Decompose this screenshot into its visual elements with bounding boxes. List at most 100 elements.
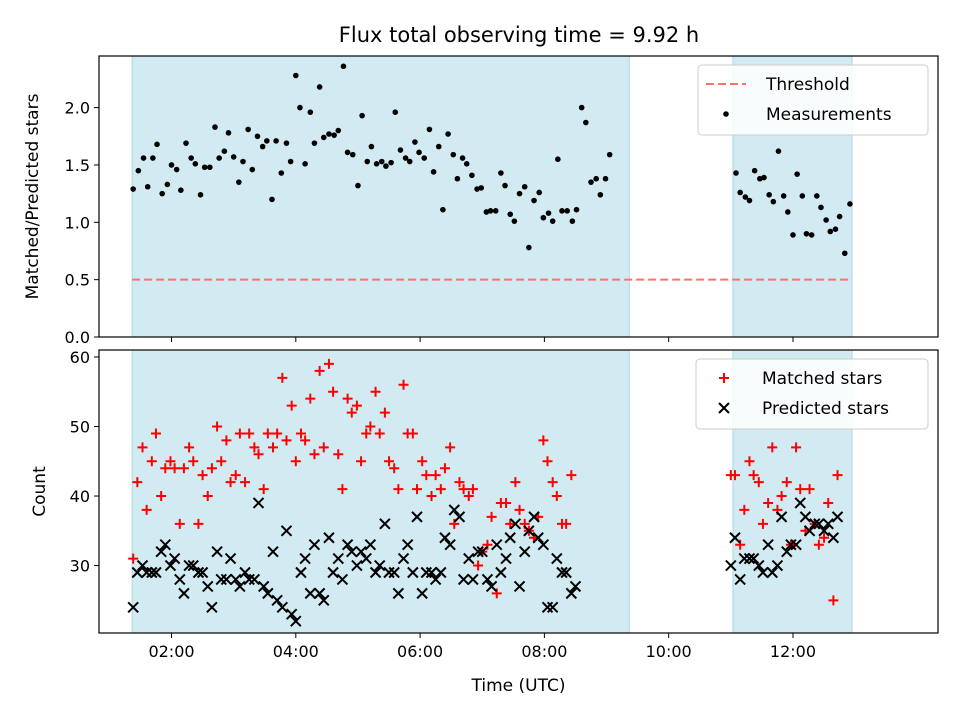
measurement-point: [331, 132, 337, 138]
predicted-star-point: [831, 511, 844, 523]
predicted-star-point: [202, 580, 214, 593]
measurement-point: [827, 228, 834, 235]
measurement-point: [297, 104, 303, 111]
predicted-star-point: [790, 538, 802, 551]
y-axis-label: Count: [30, 466, 50, 517]
measurement-point: [761, 174, 767, 181]
measurement-point: [254, 133, 261, 140]
legend-label: Measurements: [766, 105, 892, 125]
predicted-star-point: [262, 587, 274, 600]
predicted-star-point: [140, 566, 153, 579]
measurement-point: [287, 158, 294, 165]
matched-star-point: [300, 435, 311, 446]
matched-star-point: [268, 442, 279, 453]
measurement-point: [602, 175, 609, 182]
predicted-star-point: [439, 532, 451, 544]
matched-star-point: [281, 435, 292, 446]
matched-star-point: [491, 588, 502, 599]
measurement-point: [368, 143, 375, 150]
measurement-point: [183, 140, 189, 146]
measurement-point: [164, 181, 171, 188]
measurement-point: [378, 158, 385, 165]
matched-star-point: [370, 386, 381, 397]
measurement-point: [823, 217, 829, 223]
matched-star-point: [342, 393, 353, 404]
matched-star-point: [449, 518, 460, 529]
predicted-star-point: [565, 587, 578, 600]
matched-star-point: [128, 553, 139, 564]
predicted-star-point: [397, 552, 410, 565]
matched-star-point: [193, 518, 204, 529]
legend-label: Matched stars: [762, 369, 882, 389]
measurement-point: [173, 166, 180, 173]
matched-star-point: [272, 428, 283, 439]
predicted-star-point: [285, 608, 298, 620]
matched-star-point: [547, 477, 558, 488]
measurement-point: [355, 182, 361, 189]
measurement-point: [521, 183, 528, 190]
x-tick-label: 12:00: [770, 642, 816, 661]
predicted-star-point: [799, 511, 812, 523]
matched-star-point: [234, 428, 245, 439]
predicted-star-point: [230, 573, 242, 586]
measurement-point: [545, 210, 552, 216]
matched-star-point: [514, 504, 525, 515]
matched-star-point: [305, 393, 316, 404]
measurement-point: [335, 127, 342, 134]
predicted-star-point: [159, 538, 171, 551]
measurement-point: [559, 208, 565, 214]
predicted-star-point: [448, 504, 460, 516]
predicted-star-point: [196, 566, 209, 579]
predicted-star-point: [164, 559, 177, 572]
matched-star-point: [244, 428, 255, 439]
matched-star-point: [216, 456, 227, 467]
predicted-star-point: [290, 615, 302, 627]
matched-star-point: [365, 421, 376, 432]
measurement-point: [459, 155, 466, 161]
predicted-star-point: [388, 566, 400, 579]
y-tick-label: 2.0: [65, 99, 90, 118]
measurement-point: [426, 126, 433, 133]
measurement-point: [406, 158, 413, 165]
measurement-point: [207, 164, 213, 171]
measurement-point: [478, 185, 485, 191]
measurement-point: [492, 208, 499, 214]
measurement-point: [412, 139, 418, 145]
predicted-star-point: [537, 538, 550, 551]
matched-star-point: [212, 421, 223, 432]
measurement-point: [340, 63, 347, 70]
matched-star-point: [463, 491, 474, 502]
matched-star-point: [551, 491, 562, 502]
matched-star-point: [178, 463, 189, 474]
matched-star-point: [776, 491, 787, 502]
predicted-star-point: [332, 552, 344, 565]
matched-star-point: [445, 442, 456, 453]
predicted-star-point: [569, 580, 582, 593]
measurement-point: [326, 131, 332, 137]
measurement-point: [540, 214, 547, 221]
predicted-star-point: [183, 559, 195, 572]
predicted-star-point: [187, 559, 199, 572]
predicted-star-point: [467, 573, 479, 586]
measurement-point: [421, 155, 428, 161]
measurement-point: [245, 126, 251, 133]
measurement-point: [249, 166, 256, 173]
matched-star-point: [384, 456, 395, 467]
matched-star-point: [435, 484, 446, 495]
measurement-point: [259, 143, 266, 150]
measurement-point: [212, 124, 218, 130]
measurement-point: [364, 158, 371, 165]
legend-label: Predicted stars: [762, 399, 889, 419]
matched-star-point: [141, 504, 152, 515]
predicted-star-point: [420, 566, 433, 579]
measurement-point: [311, 140, 318, 146]
predicted-star-point: [757, 566, 769, 579]
predicted-star-point: [295, 566, 307, 579]
measurement-point: [573, 206, 580, 213]
measurement-point: [236, 179, 242, 185]
matched-star-point: [791, 442, 802, 453]
predicted-star-point: [369, 566, 382, 579]
measurement-point: [583, 119, 589, 126]
measurement-point: [150, 155, 156, 161]
y-tick-label: 1.0: [65, 213, 90, 232]
